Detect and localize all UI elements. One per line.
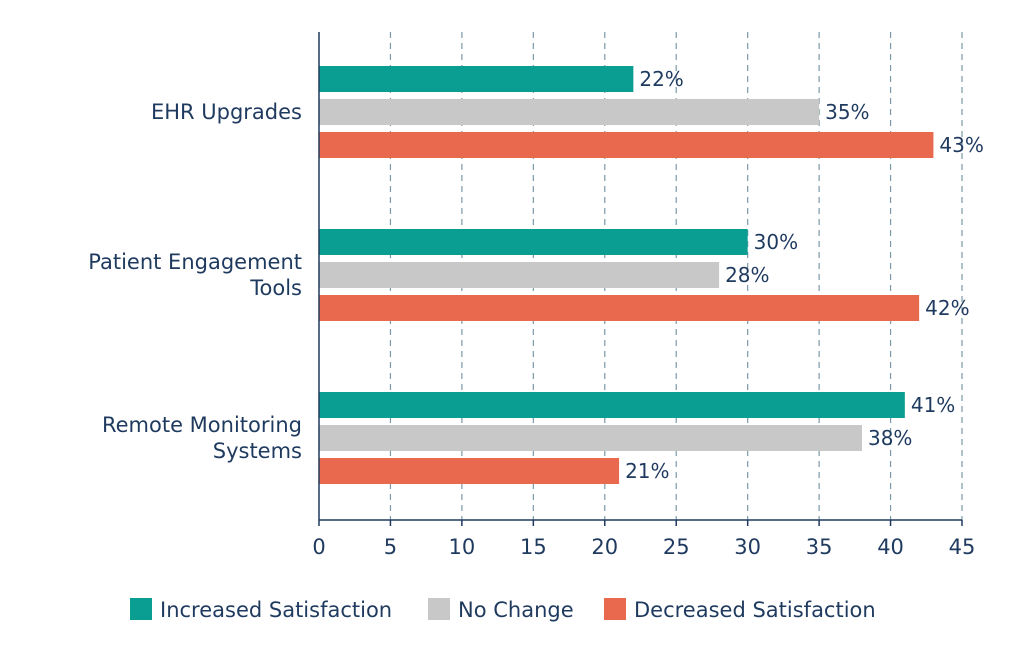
bar-remote-monitoring-systems-increased-satisfaction	[319, 392, 905, 418]
data-label: 22%	[639, 67, 683, 91]
bar-ehr-upgrades-increased-satisfaction	[319, 66, 634, 92]
legend-label: No Change	[458, 598, 574, 622]
category-label: EHR Upgrades	[151, 100, 302, 124]
x-tick-label: 40	[877, 535, 904, 559]
x-tick-label: 20	[591, 535, 618, 559]
data-label: 21%	[625, 459, 669, 483]
x-tick-label: 10	[449, 535, 476, 559]
x-tick-label: 35	[806, 535, 833, 559]
x-tick-label: 30	[734, 535, 761, 559]
legend-swatch	[428, 598, 450, 620]
category-label: Remote Monitoring Systems	[102, 413, 302, 463]
data-label: 38%	[868, 426, 912, 450]
x-tick-label: 45	[949, 535, 976, 559]
data-label: 41%	[911, 393, 955, 417]
legend-swatch	[604, 598, 626, 620]
category-label: Patient Engagement Tools	[88, 250, 302, 300]
bar-remote-monitoring-systems-decreased-satisfaction	[319, 458, 620, 484]
bar-ehr-upgrades-no-change	[319, 99, 820, 125]
legend-label: Increased Satisfaction	[160, 598, 392, 622]
bar-ehr-upgrades-decreased-satisfaction	[319, 132, 934, 158]
bar-remote-monitoring-systems-no-change	[319, 425, 862, 451]
axes: 0 5 10 15 20 25 30 35 40 45	[312, 32, 975, 559]
data-label: 42%	[925, 296, 969, 320]
x-tick-label: 15	[520, 535, 547, 559]
data-label: 30%	[754, 230, 798, 254]
bar-patient-engagement-tools-increased-satisfaction	[319, 229, 748, 255]
bars	[319, 66, 934, 484]
data-label: 28%	[725, 263, 769, 287]
bar-patient-engagement-tools-decreased-satisfaction	[319, 295, 920, 321]
data-label: 43%	[939, 133, 983, 157]
legend: Increased Satisfaction No Change Decreased…	[130, 598, 876, 622]
legend-label: Decreased Satisfaction	[634, 598, 876, 622]
data-label: 35%	[825, 100, 869, 124]
legend-swatch	[130, 598, 152, 620]
x-tick-label: 25	[663, 535, 690, 559]
x-tick-label: 5	[384, 535, 397, 559]
bar-patient-engagement-tools-no-change	[319, 262, 720, 288]
x-tick-label: 0	[312, 535, 325, 559]
labels: 22% 35% 43% 30% 28% 42% 41% 38% 21% EHR Upgrades P…	[88, 67, 984, 483]
